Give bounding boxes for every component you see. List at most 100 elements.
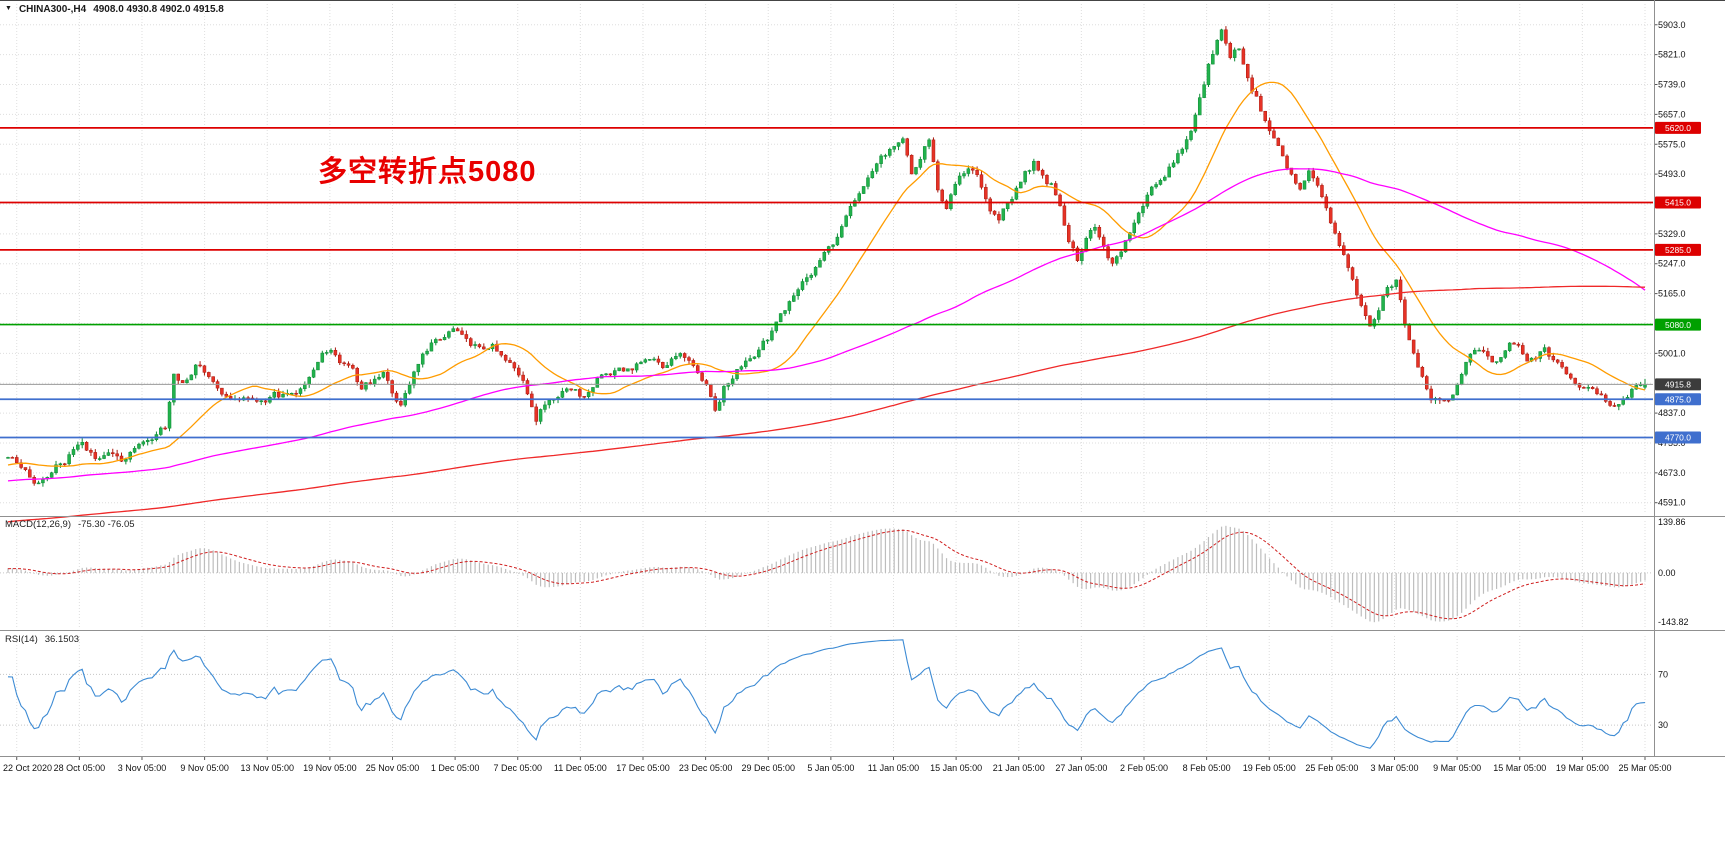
candle	[71, 449, 76, 455]
candle	[167, 401, 172, 429]
candle	[211, 376, 215, 382]
candle	[665, 365, 669, 368]
candle	[516, 367, 521, 376]
ohlc-readout: 4908.0 4930.8 4902.0 4915.8	[93, 4, 224, 15]
candle	[988, 198, 992, 212]
candle	[573, 389, 578, 391]
candle	[1154, 184, 1158, 188]
candle	[106, 452, 111, 456]
time-axis-label: 9 Mar 05:00	[1433, 763, 1481, 773]
ma-fast-orange	[7, 81, 1646, 467]
candle	[1424, 376, 1429, 390]
price-badge	[1655, 121, 1701, 134]
candle	[1394, 279, 1398, 287]
candle	[1298, 183, 1302, 190]
candle	[975, 169, 979, 175]
candle	[224, 393, 229, 397]
candle	[263, 400, 268, 403]
candle	[639, 361, 643, 365]
time-axis-label: 29 Dec 05:00	[741, 763, 795, 773]
candle	[1542, 347, 1547, 352]
candle	[1590, 387, 1595, 389]
candle	[1241, 48, 1246, 65]
candle	[914, 167, 918, 175]
rsi-level-label: 30	[1658, 720, 1668, 730]
price-badge-label: 5620.0	[1665, 123, 1691, 133]
time-axis-label: 19 Feb 05:00	[1243, 763, 1296, 773]
pivot-annotation-text[interactable]: 多空转折点5080	[318, 156, 537, 188]
candle	[1333, 222, 1337, 234]
candle	[333, 350, 338, 356]
candle	[818, 260, 822, 268]
candle	[202, 365, 207, 373]
candle	[1577, 383, 1582, 388]
macd-scale-max: 139.86	[1658, 517, 1686, 527]
candle	[547, 399, 552, 406]
candle	[364, 382, 368, 390]
candle	[1490, 355, 1494, 363]
price-badge-label: 5285.0	[1665, 245, 1691, 255]
price-tick-label: 5657.0	[1658, 109, 1686, 119]
candle	[359, 381, 364, 390]
candle	[294, 392, 298, 395]
candle	[185, 379, 189, 384]
candle	[730, 378, 735, 384]
candle	[6, 457, 10, 459]
price-tick-label: 5821.0	[1658, 50, 1686, 60]
candle	[128, 451, 132, 460]
candle	[464, 334, 469, 339]
candle	[569, 388, 573, 391]
candle	[1259, 96, 1263, 112]
candle	[503, 354, 508, 361]
candle	[1141, 206, 1145, 214]
candle	[1180, 148, 1185, 154]
indicator-panes-layer	[0, 525, 1653, 749]
candle	[84, 442, 89, 451]
candle	[1294, 174, 1298, 184]
symbol-dropdown-icon[interactable]: ▼	[5, 5, 12, 12]
candle	[1547, 347, 1551, 357]
candle	[940, 189, 944, 202]
price-tick-label: 5903.0	[1658, 20, 1686, 30]
candle	[1328, 207, 1333, 224]
candle	[23, 467, 28, 470]
candle	[14, 457, 19, 463]
candle	[1499, 357, 1503, 362]
candle	[298, 388, 303, 394]
axes-layer[interactable]: 22 Oct 2020 28 Oct 05:00 3 Nov 05:00 9 Nov …	[0, 0, 1725, 773]
candle	[1040, 169, 1045, 176]
candle	[1158, 180, 1163, 185]
price-tick-label: 5247.0	[1658, 259, 1686, 269]
candle	[1473, 349, 1477, 355]
candle	[1595, 388, 1599, 395]
time-axis-label: 23 Dec 05:00	[679, 763, 733, 773]
candle	[368, 382, 373, 385]
candle	[892, 146, 896, 150]
candle	[857, 193, 861, 201]
time-axis-label: 27 Jan 05:00	[1055, 763, 1107, 773]
candle	[595, 377, 600, 388]
price-tick-label: 4673.0	[1658, 468, 1686, 478]
candle	[1315, 177, 1320, 186]
candle	[656, 358, 661, 363]
candle	[1551, 356, 1556, 361]
candle	[307, 376, 311, 385]
time-axis-label: 3 Mar 05:00	[1370, 763, 1418, 773]
price-tick-label: 5165.0	[1658, 289, 1686, 299]
candle	[1228, 43, 1233, 58]
candle	[1071, 241, 1075, 249]
moving-averages-layer	[7, 81, 1646, 523]
candle	[1569, 373, 1573, 379]
candle	[1564, 366, 1569, 375]
candle	[1280, 145, 1285, 157]
candle	[1005, 202, 1010, 209]
candle	[905, 138, 910, 156]
time-axis-label: 11 Dec 05:00	[554, 763, 607, 773]
candle	[1032, 160, 1036, 171]
candle	[1045, 174, 1049, 185]
candle	[97, 458, 102, 460]
candle	[455, 328, 460, 332]
candle	[682, 353, 687, 358]
symbol-timeframe-label: CHINA300-,H4	[18, 4, 87, 15]
